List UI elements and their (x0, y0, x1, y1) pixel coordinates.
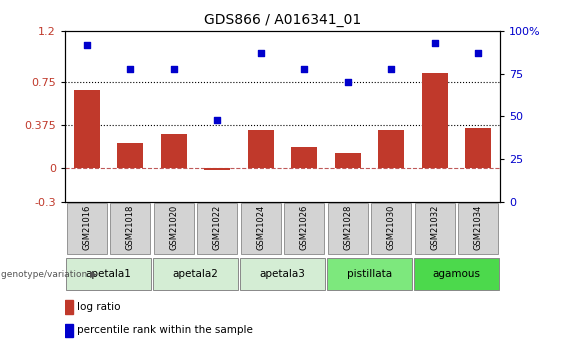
Bar (378, 130, 405, 168)
Text: apetala2: apetala2 (172, 269, 219, 279)
Point (82, 42, 92, 48)
Text: GSM21024: GSM21024 (257, 205, 265, 250)
Text: GSM21018: GSM21018 (126, 205, 134, 250)
Text: GSM21030: GSM21030 (387, 205, 396, 250)
Text: GSM21034: GSM21034 (474, 205, 483, 250)
Text: GSM21020: GSM21020 (170, 205, 178, 250)
FancyBboxPatch shape (458, 203, 498, 254)
Point (212, 117, 221, 122)
Bar (65, 300, 73, 314)
Bar (421, 73, 448, 168)
Bar (65, 324, 73, 337)
Point (386, 66, 396, 71)
Bar (291, 147, 318, 168)
Bar (465, 128, 492, 168)
Bar (160, 134, 187, 168)
FancyBboxPatch shape (240, 258, 325, 290)
Point (343, 80, 353, 85)
FancyBboxPatch shape (197, 203, 237, 254)
FancyBboxPatch shape (284, 203, 324, 254)
Point (126, 66, 135, 71)
Point (431, 40, 440, 46)
FancyBboxPatch shape (241, 203, 281, 254)
FancyBboxPatch shape (328, 203, 368, 254)
Title: GDS866 / A016341_01: GDS866 / A016341_01 (204, 13, 361, 27)
Point (257, 50, 266, 56)
Point (170, 66, 179, 71)
Text: apetala3: apetala3 (259, 269, 306, 279)
Text: GSM21032: GSM21032 (431, 205, 439, 250)
FancyBboxPatch shape (415, 203, 455, 254)
FancyBboxPatch shape (414, 258, 499, 290)
Text: genotype/variation ▶: genotype/variation ▶ (1, 270, 97, 279)
FancyBboxPatch shape (67, 203, 107, 254)
Bar (204, 168, 231, 170)
Bar (73, 90, 100, 168)
FancyBboxPatch shape (327, 258, 412, 290)
Text: percentile rank within the sample: percentile rank within the sample (77, 325, 253, 335)
Text: GSM21028: GSM21028 (344, 205, 352, 250)
Text: apetala1: apetala1 (85, 269, 132, 279)
Bar (334, 153, 361, 168)
FancyBboxPatch shape (154, 203, 194, 254)
Bar (247, 130, 274, 168)
Text: pistillata: pistillata (347, 269, 392, 279)
FancyBboxPatch shape (153, 258, 238, 290)
Text: GSM21016: GSM21016 (82, 205, 91, 250)
Text: GSM21022: GSM21022 (213, 205, 221, 250)
Point (473, 50, 483, 56)
FancyBboxPatch shape (110, 203, 150, 254)
FancyBboxPatch shape (371, 203, 411, 254)
Bar (117, 142, 144, 168)
Text: agamous: agamous (433, 269, 480, 279)
Text: GSM21026: GSM21026 (300, 205, 308, 250)
Point (299, 66, 308, 71)
Text: log ratio: log ratio (77, 302, 121, 312)
FancyBboxPatch shape (66, 258, 151, 290)
